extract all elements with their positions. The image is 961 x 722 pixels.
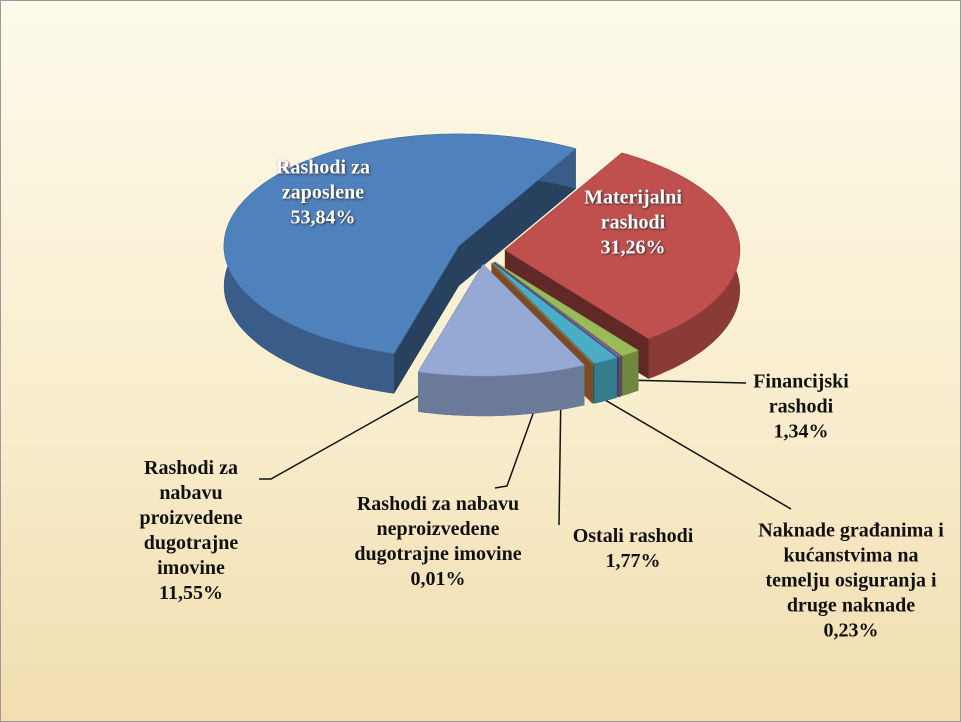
pie-slice	[417, 263, 586, 417]
value-label: 53,84%	[290, 206, 356, 229]
slice-top	[417, 263, 586, 377]
value-label: 1,34%	[773, 420, 829, 443]
slice-edge	[418, 365, 585, 417]
category-label: Rashodi za zaposlene	[276, 156, 370, 204]
slice-edge	[622, 350, 639, 396]
slice-edge	[618, 356, 622, 398]
slice-top	[492, 262, 618, 364]
value-label: 0,23%	[823, 619, 879, 642]
slice-label: Rashodi za nabavu proizvedene dugotrajne…	[111, 456, 271, 606]
category-label: Ostali rashodi	[572, 525, 694, 547]
slice-top	[493, 261, 622, 358]
value-label: 11,55%	[159, 582, 223, 604]
slice-label: Materijalni rashodi 31,26%	[568, 186, 698, 261]
slice-label: Financijski rashodi 1,34%	[731, 370, 871, 445]
value-label: 31,26%	[600, 236, 666, 259]
slice-label: Naknade građanima i kućanstvima na temel…	[756, 519, 946, 644]
category-label: Naknade građanima i kućanstvima na temel…	[758, 519, 944, 617]
category-label: Financijski rashodi	[753, 370, 849, 418]
leader-line	[575, 382, 792, 510]
category-label: Rashodi za nabavu neproizvedene dugotraj…	[354, 493, 522, 565]
slice-label: Rashodi za nabavu neproizvedene dugotraj…	[353, 492, 523, 592]
slice-side	[394, 245, 459, 394]
pie-slice	[223, 133, 577, 394]
slice-label: Ostali rashodi 1,77%	[543, 524, 723, 574]
leader-line	[259, 388, 432, 480]
category-label: Materijalni rashodi	[584, 186, 682, 234]
category-label: Rashodi za nabavu proizvedene dugotrajne…	[139, 457, 243, 579]
slice-top	[504, 152, 741, 340]
slice-top	[491, 262, 594, 365]
leader-line	[494, 385, 544, 489]
value-label: 0,01%	[410, 568, 466, 590]
slice-top	[223, 133, 577, 354]
slice-label: Rashodi za zaposlene 53,84%	[248, 156, 398, 231]
slice-edge	[594, 357, 618, 404]
slice-top	[494, 261, 640, 357]
slice-side	[458, 148, 576, 286]
value-label: 1,77%	[605, 550, 661, 572]
